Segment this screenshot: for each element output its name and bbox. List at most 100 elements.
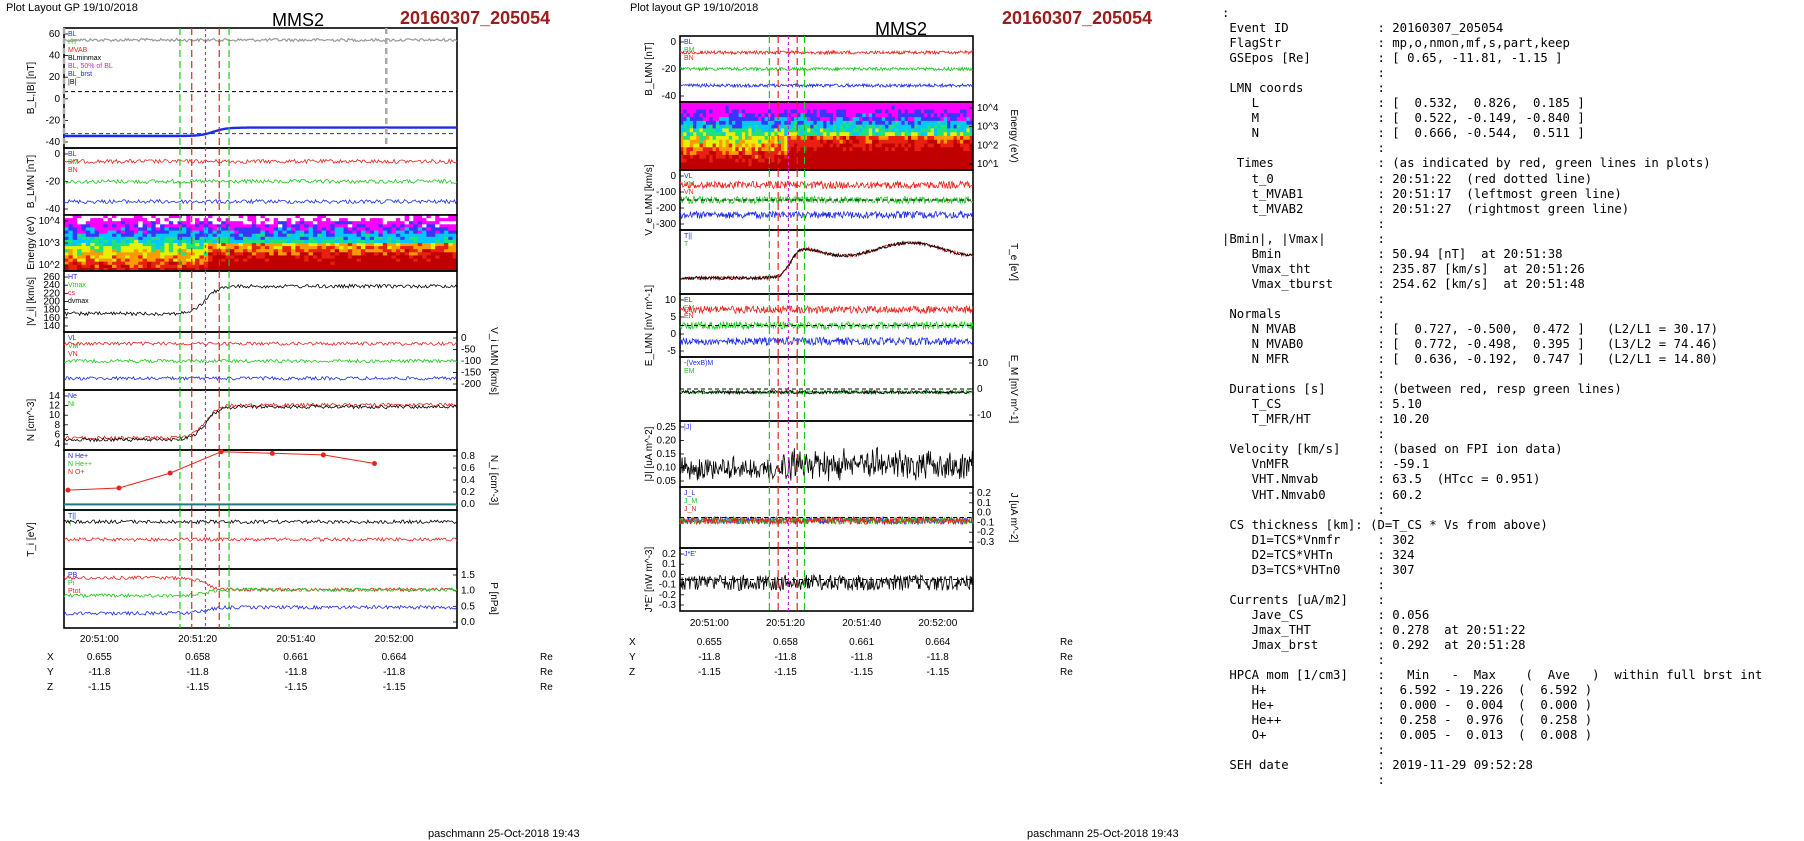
mid-panel-1-spectrogram-cell (732, 151, 736, 156)
mid-panel-1-spectrogram-cell (820, 158, 824, 163)
left-panel-2-spectrogram-cell (164, 252, 170, 256)
mid-panel-1-spectrogram-cell (966, 136, 971, 141)
mid-panel-1-spectrogram-cell (793, 117, 798, 122)
mid-panel-1-spectrogram-cell (696, 120, 701, 126)
left-panel-2-spectrogram-cell (404, 239, 410, 244)
mid-panel-1-spectrogram-cell (758, 166, 762, 171)
left-panel-2-spectrogram-cell (160, 218, 165, 222)
mid-panel-1-spectrogram-cell (686, 162, 691, 167)
left-panel-2-spectrogram-cell (142, 230, 148, 235)
mid-panel-1-spectrogram-cell (839, 154, 844, 160)
mid-panel-6-tick-label: 0.05 (657, 476, 677, 487)
left-panel-2-spectrogram-cell (391, 264, 397, 269)
left-panel-2-spectrogram-cell (299, 264, 305, 269)
mid-panel-1-spectrogram-cell (823, 158, 827, 163)
left-panel-2-spectrogram-cell (199, 258, 205, 263)
mid-panel-1-spectrogram-cell (790, 154, 795, 160)
left-panel-2-spectrogram-cell (199, 230, 205, 235)
left-panel-2-spectrogram-cell (264, 246, 270, 250)
mid-panel-1-spectrogram-cell (933, 128, 938, 133)
mid-panel-1-spectrogram-cell (969, 143, 974, 148)
mid-panel-1-spectrogram-cell (816, 147, 821, 152)
left-panel-2-spectrogram-cell (168, 243, 174, 247)
left-panel-6-legend-item: N O+ (68, 469, 85, 476)
mid-panel-1-spectrogram-cell (956, 162, 961, 167)
mid-panel-1-spectrogram-cell (943, 158, 948, 163)
mid-panel-1-spectrogram-cell (960, 102, 964, 107)
left-panel-2-spectrogram-cell (321, 224, 327, 228)
left-panel-8-tick-label: 1.5 (461, 570, 475, 581)
mid-panel-1-spectrogram-cell (777, 120, 782, 126)
mid-panel-1-spectrogram-cell (777, 117, 782, 122)
mid-panel-1-spectrogram-cell (924, 154, 928, 160)
mid-panel-1-spectrogram-cell (914, 151, 919, 156)
mid-panel-1-spectrogram-cell (898, 124, 902, 129)
mid-panel-1-spectrogram-cell (917, 109, 922, 114)
left-panel-2-spectrogram-cell (229, 264, 235, 269)
left-panel-0-tick-label: -20 (46, 115, 61, 126)
left-panel-2-spectrogram-cell (326, 218, 331, 222)
mid-panel-2-trace (679, 209, 974, 220)
mid-panel-1-spectrogram-cell (898, 166, 902, 171)
mid-panel-1-spectrogram-cell (702, 151, 707, 156)
left-pos-value: -1.15 (383, 682, 406, 693)
mid-panel-1-spectrogram-cell (940, 113, 945, 118)
left-panel-2-spectrogram-cell (326, 249, 331, 253)
left-panel-2-spectrogram-cell (120, 236, 126, 241)
mid-panel-1-spectrogram-cell (728, 158, 733, 163)
mid-panel-1-spectrogram-cell (823, 105, 827, 111)
mid-panel-1-spectrogram-cell (927, 162, 932, 167)
mid-panel-1-spectrogram-cell (745, 139, 749, 145)
left-panel-2-spectrogram-cell (164, 258, 170, 263)
left-panel-2-spectrogram-cell (125, 264, 130, 269)
mid-panel-1-spectrogram-cell (735, 102, 740, 107)
left-panel-2-spectrogram-cell (103, 233, 109, 238)
left-panel-2-spectrogram-cell (273, 227, 279, 231)
mid-panel-1-spectrogram-cell (686, 128, 691, 133)
left-panel-2-spectrogram-cell (129, 227, 135, 231)
mid-panel-1-spectrogram-cell (715, 139, 720, 145)
mid-panel-1-spectrogram-cell (966, 162, 971, 167)
mid-panel-1-spectrogram-cell (885, 109, 889, 114)
mid-panel-1-spectrogram-cell (706, 139, 710, 145)
left-panel-2-spectrogram-cell (72, 221, 78, 225)
mid-panel-1-spectrogram-cell (699, 139, 704, 145)
left-panel-2-spectrogram-cell (391, 252, 397, 256)
left-panel-2-spectrogram-cell (229, 258, 235, 263)
mid-panel-1-spectrogram-cell (738, 117, 743, 122)
mid-panel-1-spectrogram-cell (872, 136, 876, 141)
mid-panel-1-spectrogram-cell (758, 102, 762, 107)
mid-panel-1-spectrogram-cell (914, 158, 919, 163)
left-panel-2-spectrogram-cell (142, 243, 148, 247)
mid-panel-1-spectrogram-cell (764, 147, 769, 152)
mid-panel-1-spectrogram-cell (852, 158, 857, 163)
mid-panel-1-spectrogram-cell (927, 154, 932, 160)
left-panel-2-spectrogram-cell (120, 227, 126, 231)
left-panel-2-spectrogram-cell (221, 236, 227, 241)
mid-panel-1-spectrogram-cell (728, 117, 733, 122)
mid-panel-1-spectrogram-cell (696, 158, 701, 163)
mid-panel-1-spectrogram-cell (891, 128, 896, 133)
mid-panel-1-spectrogram-cell (933, 117, 938, 122)
summary-line: Velocity [km/s] : (based on FPI ion data… (1222, 442, 1563, 457)
mid-panel-1-spectrogram-cell (930, 109, 935, 114)
left-pos-value: -11.8 (383, 667, 405, 678)
left-panel-2-spectrogram-cell (229, 227, 235, 231)
left-panel-2-spectrogram-cell (98, 218, 104, 222)
left-panel-2-spectrogram-cell (352, 233, 358, 238)
mid-panel-1-spectrogram-cell (953, 151, 958, 156)
mid-panel-1-spectrogram-cell (969, 147, 974, 152)
mid-panel-1-spectrogram-cell (868, 166, 873, 171)
mid-panel-1-spectrogram-cell (780, 166, 785, 171)
left-panel-2-spectrogram-cell (112, 230, 117, 235)
left-panel-2-spectrogram-cell (173, 239, 179, 244)
left-panel-2-spectrogram-cell (374, 221, 379, 225)
left-panel-2-spectrogram-cell (203, 243, 209, 247)
left-panel-2-spectrogram-cell (378, 252, 384, 256)
left-pos-value: -11.8 (88, 667, 110, 678)
left-panel-2-spectrogram-cell (107, 224, 113, 228)
mid-panel-1-spectrogram-cell (706, 120, 710, 126)
mid-panel-1-spectrogram-cell (715, 117, 720, 122)
left-panel-2-spectrogram-cell (365, 215, 371, 219)
mid-panel-1-spectrogram-cell (862, 105, 867, 111)
